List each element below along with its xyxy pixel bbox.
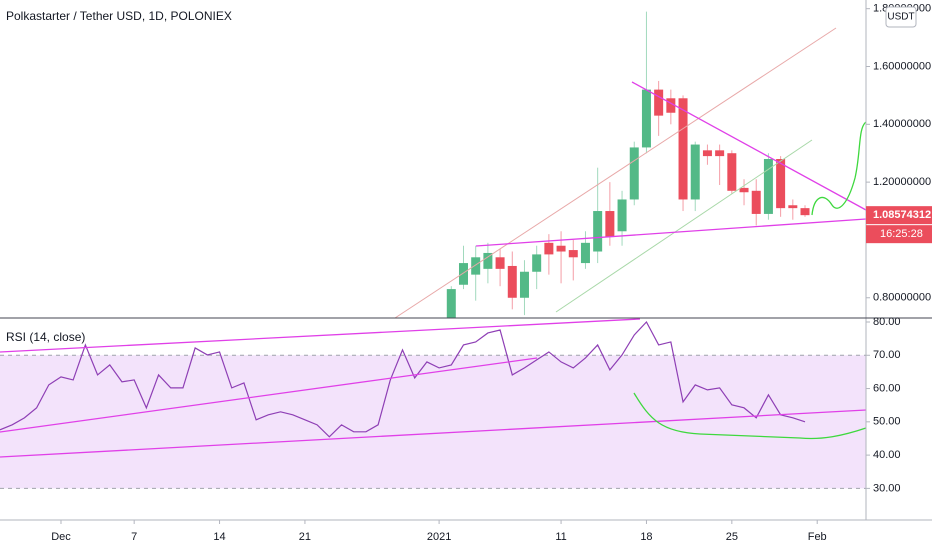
candle-body	[446, 289, 456, 318]
candle-body	[544, 242, 554, 255]
axis-overlay: 0.800000001.000000001.200000001.40000000…	[51, 3, 932, 543]
x-tick-label: 11	[555, 531, 566, 543]
x-tick-label: 14	[213, 531, 225, 543]
rsi-trend-line	[0, 318, 641, 353]
candle-body	[532, 254, 542, 272]
candle-body	[654, 89, 664, 116]
candle-body	[715, 150, 725, 157]
rsi-trend-line	[0, 409, 867, 458]
candle-body	[483, 252, 493, 269]
x-tick-label: Feb	[808, 531, 827, 543]
x-tick-label: 25	[726, 531, 738, 543]
candle-body	[641, 89, 651, 148]
y-tick-label: 80.00	[873, 316, 901, 328]
drawings	[0, 27, 867, 458]
currency-label: USDT	[887, 12, 914, 23]
candle-body	[495, 257, 505, 269]
rsi-band	[0, 355, 866, 489]
candle-body	[800, 208, 810, 216]
x-tick-label: Dec	[51, 531, 71, 543]
candle-body	[690, 144, 700, 200]
y-tick-label: 1.60000000	[873, 60, 931, 72]
trend-line	[631, 81, 867, 211]
trend-line	[475, 218, 867, 247]
y-tick-label: 50.00	[873, 416, 901, 428]
countdown-box	[866, 225, 932, 244]
x-tick-label: 21	[299, 531, 311, 543]
candle-body	[605, 211, 615, 238]
rsi-projection-curve	[633, 392, 867, 440]
candle-body	[593, 211, 603, 252]
candle-body	[458, 263, 468, 285]
y-tick-label: 1.20000000	[873, 176, 931, 188]
candle-body	[666, 98, 676, 113]
price-pane	[446, 11, 810, 318]
projection-curve	[811, 121, 867, 216]
y-tick-label: 70.00	[873, 349, 901, 361]
candle-body	[507, 265, 517, 298]
chart-title: Polkastarter / Tether USD, 1D, POLONIEX	[6, 9, 232, 23]
candle-body	[776, 159, 786, 209]
y-tick-label: 1.40000000	[873, 118, 931, 130]
last-price-box	[866, 206, 932, 225]
candle-body	[617, 199, 627, 232]
channel-line	[394, 27, 837, 319]
candle-body	[519, 271, 529, 298]
candle-body	[678, 98, 688, 200]
candle-body	[580, 242, 590, 264]
candle-body	[739, 187, 749, 193]
candle-body	[702, 150, 712, 157]
candle-body	[788, 205, 798, 209]
y-tick-label: 0.80000000	[873, 292, 931, 304]
candle-body	[763, 159, 773, 214]
x-tick-label: 7	[131, 531, 137, 543]
candle-body	[727, 153, 737, 191]
x-tick-label: 18	[640, 531, 652, 543]
last-price-label: 1.08574312	[873, 209, 931, 221]
candle-body	[568, 250, 578, 258]
candle-body	[751, 190, 761, 214]
y-tick-label: 40.00	[873, 449, 901, 461]
channel-line	[555, 139, 813, 313]
rsi-line	[0, 320, 806, 438]
countdown-label: 16:25:28	[880, 228, 923, 240]
candle-body	[556, 245, 566, 252]
candle-body	[471, 257, 481, 275]
currency-button	[885, 6, 917, 28]
candle-body	[629, 147, 639, 200]
rsi-pane	[0, 320, 866, 489]
y-tick-label: 30.00	[873, 482, 901, 494]
rsi-title: RSI (14, close)	[6, 330, 85, 344]
y-tick-label: 60.00	[873, 382, 901, 394]
rsi-trend-line	[0, 357, 538, 433]
x-tick-label: 2021	[427, 531, 451, 543]
